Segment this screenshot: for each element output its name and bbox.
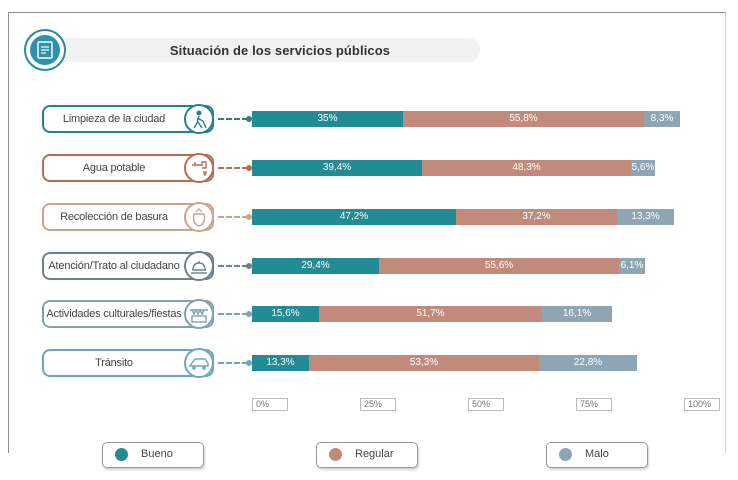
legend-label: Regular xyxy=(355,448,394,460)
category-label-transito: Tránsito xyxy=(42,348,214,378)
bar-segment-regular: 51,7% xyxy=(319,306,542,322)
x-tick-label: 100% xyxy=(684,398,720,411)
category-label-limpieza-de-la-ciudad: Limpieza de la ciudad xyxy=(42,104,214,134)
trash-bag-icon xyxy=(184,202,214,232)
bar-segment-bueno: 35% xyxy=(252,111,403,127)
category-label-atencion-trato-al-ciudadano: Atención/Trato al ciudadano xyxy=(42,251,214,281)
bar-segment-bueno: 47,2% xyxy=(252,209,456,225)
x-tick-label: 25% xyxy=(360,398,396,411)
category-label-text: Agua potable xyxy=(82,162,146,174)
connector-line xyxy=(218,265,248,267)
connector-line xyxy=(218,362,248,364)
bar-segment-bueno: 39,4% xyxy=(252,160,422,176)
connector-dot xyxy=(246,360,252,366)
bar-segment-malo: 22,8% xyxy=(539,355,637,371)
connector-dot xyxy=(246,263,252,269)
category-label-text: Atención/Trato al ciudadano xyxy=(48,260,180,272)
chart-title: Situación de los servicios públicos xyxy=(169,43,391,58)
report-icon xyxy=(24,29,66,71)
legend-swatch xyxy=(559,448,572,461)
category-label-actividades-culturales-fiestas: Actividades culturales/fiestas xyxy=(42,299,214,329)
category-label-text: Tránsito xyxy=(95,357,133,369)
legend-swatch xyxy=(115,448,128,461)
connector-dot xyxy=(246,311,252,317)
connector-dot xyxy=(246,165,252,171)
connector-line xyxy=(218,313,248,315)
bar-segment-regular: 55,6% xyxy=(379,258,619,274)
legend-swatch xyxy=(329,448,342,461)
legend-item-malo: Malo xyxy=(546,442,648,468)
legend-item-regular: Regular xyxy=(316,442,418,468)
connector-line xyxy=(218,118,248,120)
category-label-text: Actividades culturales/fiestas xyxy=(46,308,182,320)
category-label-agua-potable: Agua potable xyxy=(42,153,214,183)
category-label-text: Limpieza de la ciudad xyxy=(62,113,166,125)
bar-segment-malo: 6,1% xyxy=(619,258,645,274)
connector-line xyxy=(218,167,248,169)
street-sweeper-icon xyxy=(184,104,214,134)
car-icon xyxy=(184,348,214,378)
category-label-recoleccion-de-basura: Recolección de basura xyxy=(42,202,214,232)
bar-segment-regular: 37,2% xyxy=(456,209,617,225)
category-label-text: Recolección de basura xyxy=(60,211,168,223)
connector-dot xyxy=(246,116,252,122)
legend-label: Bueno xyxy=(141,448,173,460)
bar-segment-regular: 53,3% xyxy=(309,355,539,371)
chart-frame xyxy=(8,12,726,453)
legend-item-bueno: Bueno xyxy=(102,442,204,468)
bar-segment-malo: 8,3% xyxy=(644,111,680,127)
x-tick-label: 50% xyxy=(468,398,504,411)
connector-dot xyxy=(246,214,252,220)
bar-segment-regular: 48,3% xyxy=(422,160,631,176)
bar-segment-malo: 13,3% xyxy=(617,209,674,225)
connector-line xyxy=(218,216,248,218)
bar-segment-bueno: 29,4% xyxy=(252,258,379,274)
bar-segment-bueno: 15,6% xyxy=(252,306,319,322)
bar-segment-malo: 16,1% xyxy=(542,306,612,322)
festival-icon xyxy=(184,299,214,329)
x-tick-label: 75% xyxy=(576,398,612,411)
bar-segment-regular: 55,8% xyxy=(403,111,644,127)
service-bell-icon xyxy=(184,251,214,281)
bar-segment-malo: 5,6% xyxy=(631,160,655,176)
title-banner xyxy=(36,38,480,62)
water-tap-icon xyxy=(184,153,214,183)
bar-segment-bueno: 13,3% xyxy=(252,355,309,371)
legend-label: Malo xyxy=(585,448,609,460)
x-tick-label: 0% xyxy=(252,398,288,411)
